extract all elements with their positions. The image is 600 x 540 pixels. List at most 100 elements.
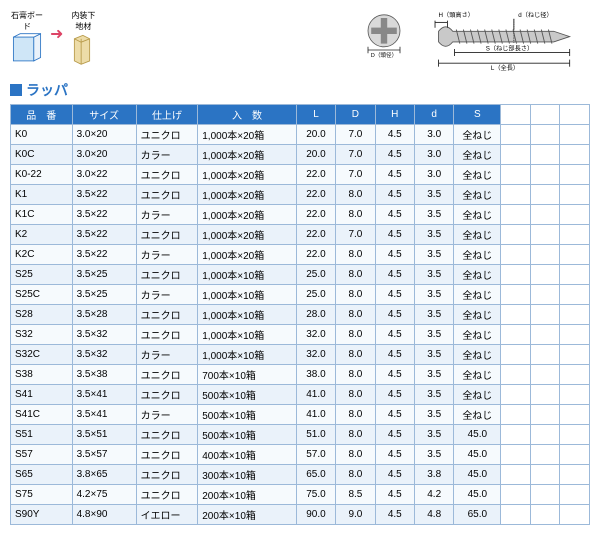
cell: ユニクロ (136, 125, 198, 145)
cell: 4.2×75 (72, 485, 136, 505)
cell-extra (560, 145, 590, 165)
cell-extra (501, 485, 531, 505)
top-row: 石膏ボード ➜ 内装下地材 (10, 10, 590, 74)
cell: S57 (11, 445, 73, 465)
cell: K1 (11, 185, 73, 205)
cell: 22.0 (296, 225, 335, 245)
cell: 4.5 (375, 425, 414, 445)
cell: 4.8×90 (72, 505, 136, 525)
cell: 25.0 (296, 285, 335, 305)
cell: 700本×10箱 (198, 365, 297, 385)
cell: 38.0 (296, 365, 335, 385)
svg-text:H（頭高さ）: H（頭高さ） (439, 11, 474, 19)
cell: ユニクロ (136, 425, 198, 445)
cell: S90Y (11, 505, 73, 525)
svg-text:L（全長）: L（全長） (491, 64, 519, 72)
cell-extra (560, 405, 590, 425)
cell-extra (501, 225, 531, 245)
cell: 300本×10箱 (198, 465, 297, 485)
cell: ユニクロ (136, 365, 198, 385)
cell: ユニクロ (136, 185, 198, 205)
cell: 3.5 (415, 185, 454, 205)
cell: ユニクロ (136, 385, 198, 405)
cell: S41C (11, 405, 73, 425)
cell: 500本×10箱 (198, 425, 297, 445)
cell-extra (501, 185, 531, 205)
cell-extra (501, 325, 531, 345)
cell: 45.0 (454, 445, 501, 465)
table-row: K13.5×22ユニクロ1,000本×20箱22.08.04.53.5全ねじ (11, 185, 590, 205)
title-square-icon (10, 84, 22, 96)
cell-extra (530, 225, 560, 245)
cell: 4.5 (375, 225, 414, 245)
top-right-diagrams: D（頭径） H（頭高さ） d（ねじ径） S (360, 10, 590, 74)
cell: 4.5 (375, 305, 414, 325)
cell: 3.5 (415, 345, 454, 365)
cell: 32.0 (296, 325, 335, 345)
cell: 1,000本×20箱 (198, 225, 297, 245)
cell: 1,000本×10箱 (198, 345, 297, 365)
cell: 全ねじ (454, 285, 501, 305)
cell: 1,000本×20箱 (198, 185, 297, 205)
cell: 1,000本×10箱 (198, 265, 297, 285)
cell: 8.0 (336, 205, 375, 225)
col-extra (501, 105, 531, 125)
cell: 4.5 (375, 325, 414, 345)
svg-text:S（ねじ部長さ）: S（ねじ部長さ） (486, 45, 533, 53)
cell: 1,000本×20箱 (198, 145, 297, 165)
cell: S41 (11, 385, 73, 405)
table-row: K0C3.0×20カラー1,000本×20箱20.07.04.53.0全ねじ (11, 145, 590, 165)
cell: 45.0 (454, 465, 501, 485)
cell: 3.5×41 (72, 385, 136, 405)
cell: 全ねじ (454, 225, 501, 245)
cell-extra (560, 205, 590, 225)
cell: 3.5×32 (72, 325, 136, 345)
cell: 7.0 (336, 145, 375, 165)
cell: S32C (11, 345, 73, 365)
cell: 8.0 (336, 305, 375, 325)
cell-extra (530, 185, 560, 205)
cell-extra (560, 165, 590, 185)
cell: 全ねじ (454, 145, 501, 165)
table-row: S513.5×51ユニクロ500本×10箱51.08.04.53.545.0 (11, 425, 590, 445)
top-left-icons: 石膏ボード ➜ 内装下地材 (10, 10, 97, 69)
cell: S65 (11, 465, 73, 485)
col-size: サイズ (72, 105, 136, 125)
cell: 全ねじ (454, 405, 501, 425)
cell: 1,000本×20箱 (198, 125, 297, 145)
cell: 3.0 (415, 145, 454, 165)
cell: 4.5 (375, 365, 414, 385)
cell-extra (501, 245, 531, 265)
cell: 7.0 (336, 125, 375, 145)
cell: 全ねじ (454, 265, 501, 285)
cell: 8.0 (336, 465, 375, 485)
cell: 41.0 (296, 405, 335, 425)
cell: 45.0 (454, 425, 501, 445)
col-l: L (296, 105, 335, 125)
cell: 3.5×22 (72, 185, 136, 205)
table-row: S653.8×65ユニクロ300本×10箱65.08.04.53.845.0 (11, 465, 590, 485)
cell: 3.5 (415, 305, 454, 325)
cell: 3.5×32 (72, 345, 136, 365)
col-extra (560, 105, 590, 125)
cell: 75.0 (296, 485, 335, 505)
table-row: K03.0×20ユニクロ1,000本×20箱20.07.04.53.0全ねじ (11, 125, 590, 145)
cell-extra (530, 265, 560, 285)
title-text: ラッパ (26, 80, 68, 100)
cell: 全ねじ (454, 305, 501, 325)
cell: 8.0 (336, 385, 375, 405)
cell-extra (501, 445, 531, 465)
cell: 8.0 (336, 345, 375, 365)
cell-extra (530, 505, 560, 525)
cell-extra (530, 205, 560, 225)
cell: ユニクロ (136, 485, 198, 505)
cell-extra (501, 305, 531, 325)
cell-extra (530, 245, 560, 265)
cell: 4.5 (375, 465, 414, 485)
cell-extra (530, 365, 560, 385)
cell-extra (530, 345, 560, 365)
cell: 200本×10箱 (198, 485, 297, 505)
cell: ユニクロ (136, 445, 198, 465)
cell: 9.0 (336, 505, 375, 525)
col-finish: 仕上げ (136, 105, 198, 125)
